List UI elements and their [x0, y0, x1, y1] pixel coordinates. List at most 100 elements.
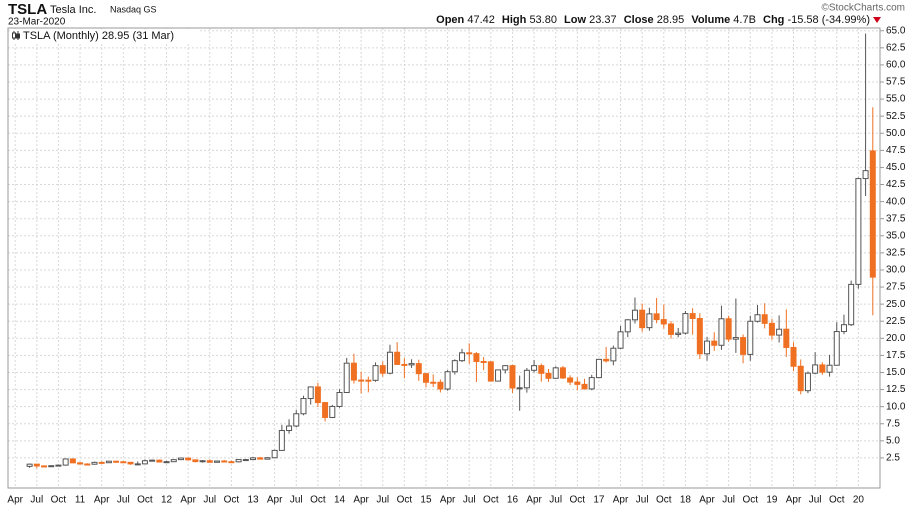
candle-body: [235, 459, 242, 463]
y-tick-label: 52.5: [886, 111, 906, 122]
label: Chg: [763, 14, 784, 26]
candle-body: [444, 371, 451, 390]
candle-body: [595, 358, 602, 379]
x-tick-label: Oct: [656, 495, 672, 506]
candle-body: [660, 319, 667, 325]
candle-body: [711, 340, 718, 346]
candle-body: [653, 313, 660, 321]
x-tick-label: 18: [680, 495, 692, 506]
candle-body: [278, 430, 285, 451]
label: Volume: [691, 14, 730, 26]
company: Tesla Inc.: [50, 4, 96, 16]
value: 53.80: [529, 14, 557, 26]
candle-body: [466, 352, 473, 355]
x-tick-label: Jul: [636, 495, 649, 506]
x-tick-label: Jul: [290, 495, 303, 506]
candle-body: [156, 459, 163, 463]
candle-body: [696, 317, 703, 355]
x-tick-label: 17: [593, 495, 605, 506]
down-arrow: [873, 17, 881, 23]
y-tick-label: 5.0: [886, 435, 900, 446]
candle-body: [581, 383, 588, 390]
x-tick-label: Apr: [786, 495, 802, 506]
candle-body: [538, 365, 545, 374]
plot-frame: [7, 27, 881, 489]
candle-body: [264, 457, 271, 460]
candle-body: [459, 352, 466, 362]
y-tick-label: 12.5: [886, 384, 906, 395]
candle-body: [170, 459, 177, 463]
x-tick-label: Apr: [526, 495, 542, 506]
plot-area: [8, 28, 884, 488]
candle-body: [869, 150, 876, 278]
candle-body: [329, 405, 336, 418]
y-tick-label: 30.0: [886, 265, 906, 276]
x-tick-label: Apr: [7, 495, 23, 506]
label: Close: [624, 14, 654, 26]
x-tick-label: Apr: [440, 495, 456, 506]
y-tick-label: 60.0: [886, 60, 906, 71]
y-tick-label: 7.5: [886, 418, 900, 429]
y-tick-label: 32.5: [886, 248, 906, 259]
x-tick-label: Oct: [224, 495, 240, 506]
y-tick-label: 10.0: [886, 401, 906, 412]
candle-body: [754, 314, 761, 322]
candle-body: [574, 381, 581, 385]
candle-body: [422, 373, 429, 383]
candle-body: [134, 463, 141, 466]
candle-body: [177, 457, 184, 461]
candle-body: [286, 425, 293, 432]
candle-body: [610, 347, 617, 362]
y-tick-label: 45.0: [886, 162, 906, 173]
y-tick-label: 27.5: [886, 282, 906, 293]
candle-body: [358, 379, 365, 382]
x-tick-label: Jul: [549, 495, 562, 506]
candle-body: [120, 461, 127, 464]
value: -15.58 (-34.99%): [787, 14, 870, 26]
candle-body: [826, 364, 833, 373]
x-tick-label: Jul: [203, 495, 216, 506]
candle-body: [192, 459, 199, 463]
candle-body: [523, 369, 530, 389]
candle-body: [141, 460, 148, 465]
candle-body: [199, 460, 206, 463]
candle-body: [127, 461, 134, 465]
x-tick-label: Oct: [570, 495, 586, 506]
candle-body: [185, 457, 192, 461]
candle-body: [300, 398, 307, 415]
value: 47.42: [467, 14, 495, 26]
y-tick-label: 62.5: [886, 42, 906, 53]
candle-body: [567, 377, 574, 383]
candle-body: [293, 413, 300, 427]
candle-body: [473, 353, 480, 362]
y-tick-label: 50.0: [886, 128, 906, 139]
x-tick-label: Jul: [463, 495, 476, 506]
candle-body: [91, 461, 98, 465]
x-tick-label: 12: [161, 495, 173, 506]
candle-body: [228, 461, 235, 464]
x-tick-label: Apr: [353, 495, 369, 506]
candle-body: [675, 332, 682, 335]
candle-body: [668, 323, 675, 335]
value: 28.95: [657, 14, 685, 26]
candle-body: [502, 365, 509, 371]
candle-body: [495, 369, 502, 382]
date: 23-Mar-2020: [8, 17, 66, 28]
candle-body: [819, 364, 826, 373]
x-tick-label: Oct: [310, 495, 326, 506]
candle-body: [768, 322, 775, 336]
x-tick-label: Apr: [613, 495, 629, 506]
y-tick-label: 47.5: [886, 145, 906, 156]
candle-body: [646, 313, 653, 329]
y-tick-label: 40.0: [886, 196, 906, 207]
candle-body: [783, 328, 790, 348]
x-tick-label: Apr: [267, 495, 283, 506]
candle-body: [704, 340, 711, 355]
candle-body: [77, 462, 84, 465]
y-tick-label: 65.0: [886, 25, 906, 36]
y-tick-label: 2.5: [886, 453, 900, 464]
legend-text: TSLA (Monthly) 28.95 (31 Mar): [23, 30, 174, 42]
y-tick-label: 42.5: [886, 179, 906, 190]
candle-body: [718, 318, 725, 346]
